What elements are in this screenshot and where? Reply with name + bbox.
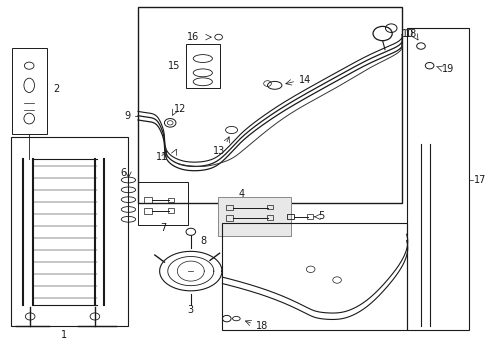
Text: 7: 7 xyxy=(160,223,166,233)
Text: 18: 18 xyxy=(405,28,417,39)
Bar xyxy=(11,137,128,327)
Bar xyxy=(143,197,152,203)
Text: 15: 15 xyxy=(167,61,180,71)
Bar xyxy=(143,207,152,214)
Text: 1: 1 xyxy=(61,330,67,341)
Text: 9: 9 xyxy=(124,111,131,121)
Text: 2: 2 xyxy=(53,84,60,94)
Text: 4: 4 xyxy=(238,189,244,199)
FancyBboxPatch shape xyxy=(218,197,290,237)
Text: 18: 18 xyxy=(255,321,267,331)
Bar xyxy=(168,208,174,213)
Bar xyxy=(286,214,293,219)
Bar xyxy=(222,223,406,330)
Bar xyxy=(138,7,401,203)
Bar xyxy=(168,198,174,202)
Text: 12: 12 xyxy=(173,104,185,113)
Text: 6: 6 xyxy=(121,168,126,178)
Text: 17: 17 xyxy=(473,175,485,185)
Bar xyxy=(266,204,272,209)
Bar xyxy=(306,214,312,219)
Text: 10: 10 xyxy=(401,28,413,39)
Text: 14: 14 xyxy=(298,75,310,85)
Text: 16: 16 xyxy=(187,32,199,42)
Text: 3: 3 xyxy=(187,305,193,315)
Text: 8: 8 xyxy=(200,236,206,246)
Bar xyxy=(138,182,188,225)
Bar xyxy=(225,204,233,210)
Text: 11: 11 xyxy=(156,153,168,162)
Text: 19: 19 xyxy=(441,64,453,73)
Text: 5: 5 xyxy=(317,211,324,221)
Text: 13: 13 xyxy=(213,147,225,157)
Bar xyxy=(185,44,219,88)
Bar xyxy=(406,28,468,330)
Bar xyxy=(12,48,47,134)
Bar xyxy=(266,215,272,220)
Bar xyxy=(225,215,233,221)
